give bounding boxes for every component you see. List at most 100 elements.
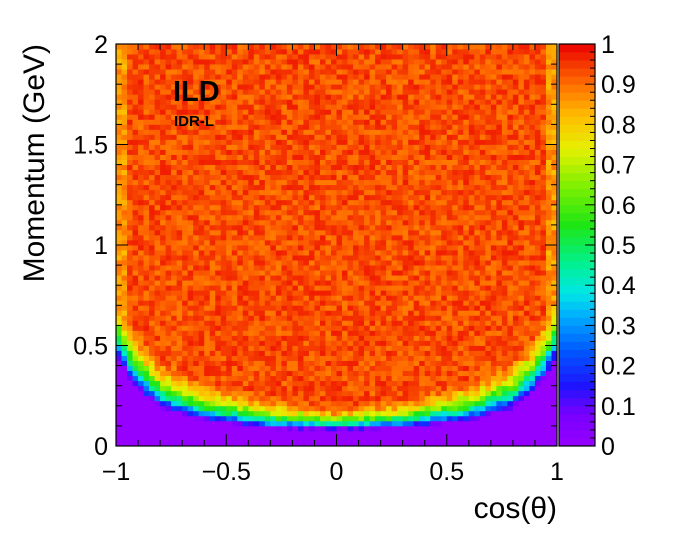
heatmap-cell bbox=[198, 59, 205, 65]
heatmap-cell bbox=[116, 255, 122, 261]
heatmap-cell bbox=[358, 74, 365, 80]
heatmap-cell bbox=[215, 375, 222, 382]
heatmap-cell bbox=[176, 84, 183, 90]
heatmap-cell bbox=[138, 234, 144, 241]
heatmap-cell bbox=[397, 74, 404, 80]
heatmap-cell bbox=[281, 44, 288, 50]
heatmap-cell bbox=[397, 199, 404, 206]
heatmap-cell bbox=[325, 189, 332, 196]
heatmap-cell bbox=[413, 164, 420, 171]
heatmap-cell bbox=[231, 435, 238, 442]
heatmap-cell bbox=[242, 129, 249, 135]
heatmap-cell bbox=[116, 410, 122, 417]
heatmap-cell bbox=[336, 139, 343, 145]
heatmap-cell bbox=[319, 405, 326, 412]
heatmap-cell bbox=[259, 59, 266, 65]
heatmap-cell bbox=[187, 49, 194, 55]
heatmap-cell bbox=[275, 410, 282, 417]
heatmap-cell bbox=[121, 74, 128, 80]
heatmap-cell bbox=[386, 124, 393, 130]
heatmap-cell bbox=[303, 250, 310, 256]
heatmap-cell bbox=[138, 119, 144, 125]
heatmap-cell bbox=[242, 94, 249, 100]
heatmap-cell bbox=[286, 440, 293, 447]
heatmap-cell bbox=[160, 214, 167, 221]
heatmap-cell bbox=[165, 179, 172, 186]
heatmap-cell bbox=[452, 129, 459, 135]
heatmap-cell bbox=[226, 119, 233, 125]
heatmap-cell bbox=[435, 320, 442, 326]
heatmap-cell bbox=[231, 84, 238, 90]
heatmap-cell bbox=[204, 219, 211, 226]
heatmap-cell bbox=[424, 305, 431, 311]
heatmap-cell bbox=[165, 410, 172, 417]
heatmap-cell bbox=[193, 380, 200, 387]
heatmap-cell bbox=[138, 420, 144, 427]
heatmap-cell bbox=[413, 255, 420, 261]
heatmap-cell bbox=[160, 430, 167, 437]
heatmap-cell bbox=[435, 109, 442, 115]
heatmap-cell bbox=[308, 69, 315, 75]
heatmap-cell bbox=[380, 305, 387, 311]
heatmap-cell bbox=[215, 435, 222, 442]
heatmap-cell bbox=[303, 295, 310, 301]
heatmap-cell bbox=[154, 405, 161, 412]
heatmap-cell bbox=[237, 99, 244, 105]
heatmap-cell bbox=[297, 239, 304, 246]
heatmap-cell bbox=[347, 189, 354, 196]
heatmap-cell bbox=[402, 169, 409, 176]
heatmap-cell bbox=[325, 305, 332, 311]
heatmap-cell bbox=[358, 300, 365, 306]
heatmap-cell bbox=[292, 144, 299, 150]
heatmap-cell bbox=[441, 285, 448, 291]
heatmap-cell bbox=[325, 270, 332, 276]
heatmap-cell bbox=[358, 290, 365, 296]
heatmap-cell bbox=[342, 214, 348, 221]
heatmap-cell bbox=[292, 194, 299, 201]
heatmap-cell bbox=[132, 154, 139, 160]
heatmap-cell bbox=[441, 199, 448, 206]
heatmap-cell bbox=[143, 280, 150, 286]
heatmap-cell bbox=[314, 134, 321, 140]
heatmap-cell bbox=[386, 224, 393, 231]
heatmap-cell bbox=[187, 310, 194, 316]
heatmap-cell bbox=[132, 255, 139, 261]
heatmap-cell bbox=[391, 129, 398, 135]
heatmap-cell bbox=[270, 184, 277, 191]
heatmap-cell bbox=[242, 330, 249, 336]
heatmap-cell bbox=[127, 435, 133, 442]
heatmap-cell bbox=[325, 250, 332, 256]
heatmap-cell bbox=[231, 430, 238, 437]
heatmap-cell bbox=[408, 109, 415, 115]
heatmap-cell bbox=[397, 229, 404, 236]
heatmap-cell bbox=[231, 64, 238, 70]
heatmap-cell bbox=[220, 370, 227, 377]
heatmap-cell bbox=[220, 345, 227, 351]
heatmap-cell bbox=[325, 440, 332, 447]
heatmap-cell bbox=[424, 209, 431, 216]
heatmap-cell bbox=[121, 199, 128, 206]
heatmap-cell bbox=[375, 54, 381, 60]
heatmap-cell bbox=[198, 84, 205, 90]
heatmap-cell bbox=[380, 425, 387, 432]
heatmap-cell bbox=[386, 310, 393, 316]
heatmap-cell bbox=[116, 305, 122, 311]
heatmap-cell bbox=[237, 79, 244, 85]
heatmap-cell bbox=[402, 199, 409, 206]
heatmap-cell bbox=[121, 69, 128, 75]
heatmap-cell bbox=[358, 84, 365, 90]
heatmap-cell bbox=[143, 415, 150, 422]
heatmap-cell bbox=[149, 79, 155, 85]
heatmap-cell bbox=[375, 129, 381, 135]
heatmap-cell bbox=[419, 425, 426, 432]
heatmap-cell bbox=[375, 365, 381, 372]
heatmap-cell bbox=[281, 360, 288, 366]
heatmap-cell bbox=[154, 395, 161, 402]
heatmap-cell bbox=[386, 360, 393, 366]
heatmap-cell bbox=[242, 189, 249, 196]
heatmap-cell bbox=[215, 149, 222, 155]
heatmap-cell bbox=[193, 74, 200, 80]
heatmap-cell bbox=[380, 285, 387, 291]
heatmap-cell bbox=[127, 54, 133, 60]
heatmap-cell bbox=[242, 375, 249, 382]
